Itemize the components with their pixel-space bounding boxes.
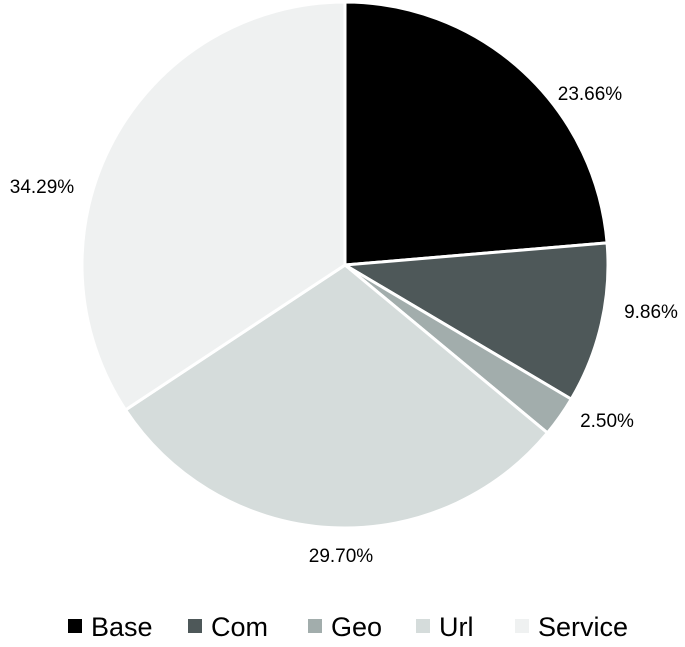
legend-marker-url [416,619,430,633]
data-label-com: 9.86% [624,302,678,323]
legend-label-com: Com [211,612,268,642]
data-label-geo: 2.50% [580,411,634,432]
slice-service [80,0,347,412]
slice-base [343,0,609,267]
legend: Base Com Geo Url Service [68,612,628,642]
data-label-base: 23.66% [558,84,623,105]
pie-slices [80,0,610,530]
legend-label-base: Base [91,612,153,642]
data-labels: 23.66% 9.86% 2.50% 29.70% 34.29% [10,84,678,567]
legend-label-url: Url [439,612,474,642]
data-label-service: 34.29% [10,177,75,198]
slice-url [124,263,549,530]
legend-label-geo: Geo [331,612,382,642]
legend-marker-service [515,619,529,633]
legend-marker-com [188,619,202,633]
legend-marker-geo [308,619,322,633]
legend-label-service: Service [538,612,628,642]
legend-marker-base [68,619,82,633]
data-label-url: 29.70% [309,546,374,567]
slice-com [343,241,610,401]
